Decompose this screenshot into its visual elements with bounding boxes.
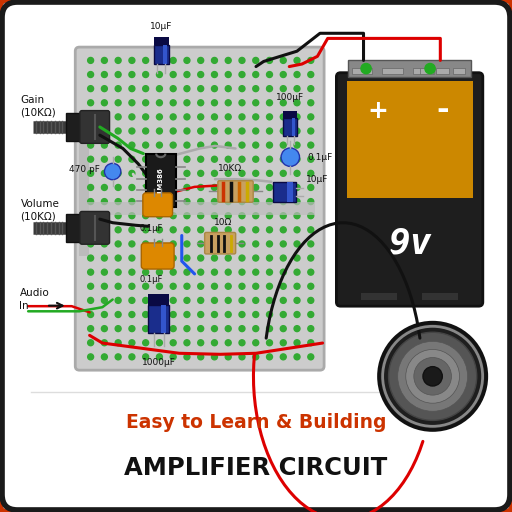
Circle shape xyxy=(157,311,162,317)
Text: AMPLIFIER CIRCUIT: AMPLIFIER CIRCUIT xyxy=(124,457,388,480)
Circle shape xyxy=(115,255,121,261)
Circle shape xyxy=(280,199,286,205)
Circle shape xyxy=(267,142,272,148)
Circle shape xyxy=(115,184,121,190)
Circle shape xyxy=(294,255,300,261)
Circle shape xyxy=(157,86,162,92)
Circle shape xyxy=(101,326,108,332)
Circle shape xyxy=(129,255,135,261)
Circle shape xyxy=(239,57,245,63)
Text: Gain
(10KΩ): Gain (10KΩ) xyxy=(20,95,56,118)
Circle shape xyxy=(211,184,218,190)
Circle shape xyxy=(101,241,108,247)
Circle shape xyxy=(101,156,108,162)
Circle shape xyxy=(157,156,162,162)
Circle shape xyxy=(211,128,218,134)
Circle shape xyxy=(267,283,272,289)
Circle shape xyxy=(225,86,231,92)
Circle shape xyxy=(294,340,300,346)
Circle shape xyxy=(239,156,245,162)
Circle shape xyxy=(225,227,231,233)
Circle shape xyxy=(101,72,108,77)
Circle shape xyxy=(101,170,108,176)
Circle shape xyxy=(294,199,300,205)
Circle shape xyxy=(143,340,148,346)
Circle shape xyxy=(198,255,204,261)
FancyBboxPatch shape xyxy=(80,211,110,244)
Bar xyxy=(283,111,297,118)
Circle shape xyxy=(143,184,148,190)
Bar xyxy=(148,305,169,333)
Circle shape xyxy=(198,354,204,360)
Circle shape xyxy=(253,340,259,346)
Circle shape xyxy=(129,142,135,148)
Circle shape xyxy=(294,100,300,106)
Circle shape xyxy=(211,170,218,176)
Circle shape xyxy=(198,100,204,106)
Text: 470 pF: 470 pF xyxy=(69,165,100,175)
Circle shape xyxy=(198,340,204,346)
Circle shape xyxy=(101,354,108,360)
Circle shape xyxy=(101,142,108,148)
Bar xyxy=(66,113,82,141)
Circle shape xyxy=(198,114,204,120)
Circle shape xyxy=(294,311,300,317)
Circle shape xyxy=(239,255,245,261)
Circle shape xyxy=(225,57,231,63)
Circle shape xyxy=(225,283,231,289)
Circle shape xyxy=(143,269,148,275)
Bar xyxy=(352,68,372,74)
Circle shape xyxy=(129,340,135,346)
Circle shape xyxy=(170,156,176,162)
Circle shape xyxy=(157,326,162,332)
Circle shape xyxy=(115,354,121,360)
Circle shape xyxy=(308,297,314,304)
Circle shape xyxy=(143,128,148,134)
Circle shape xyxy=(184,354,190,360)
Circle shape xyxy=(225,156,231,162)
Circle shape xyxy=(170,241,176,247)
Circle shape xyxy=(184,128,190,134)
Circle shape xyxy=(143,114,148,120)
Text: 0.1μF: 0.1μF xyxy=(139,275,163,285)
Circle shape xyxy=(280,142,286,148)
Circle shape xyxy=(170,227,176,233)
Circle shape xyxy=(253,311,259,317)
Circle shape xyxy=(225,128,231,134)
Circle shape xyxy=(101,255,108,261)
Circle shape xyxy=(308,354,314,360)
Circle shape xyxy=(294,86,300,92)
Circle shape xyxy=(225,199,231,205)
FancyBboxPatch shape xyxy=(336,73,483,306)
Circle shape xyxy=(115,269,121,275)
Circle shape xyxy=(253,142,259,148)
Circle shape xyxy=(281,148,300,166)
Circle shape xyxy=(129,184,135,190)
Circle shape xyxy=(239,283,245,289)
Circle shape xyxy=(157,297,162,304)
Circle shape xyxy=(239,212,245,219)
Circle shape xyxy=(170,86,176,92)
Circle shape xyxy=(170,354,176,360)
Text: 10μF: 10μF xyxy=(150,22,173,31)
Circle shape xyxy=(101,100,108,106)
Circle shape xyxy=(129,100,135,106)
Circle shape xyxy=(239,184,245,190)
Circle shape xyxy=(398,342,467,411)
Circle shape xyxy=(308,241,314,247)
Circle shape xyxy=(143,283,148,289)
Circle shape xyxy=(157,142,162,148)
Circle shape xyxy=(225,311,231,317)
Circle shape xyxy=(198,170,204,176)
Text: 100μF: 100μF xyxy=(276,93,304,102)
Circle shape xyxy=(225,212,231,219)
Circle shape xyxy=(239,128,245,134)
Circle shape xyxy=(170,283,176,289)
Circle shape xyxy=(170,100,176,106)
Circle shape xyxy=(239,354,245,360)
Circle shape xyxy=(239,227,245,233)
Circle shape xyxy=(184,255,190,261)
Circle shape xyxy=(280,57,286,63)
